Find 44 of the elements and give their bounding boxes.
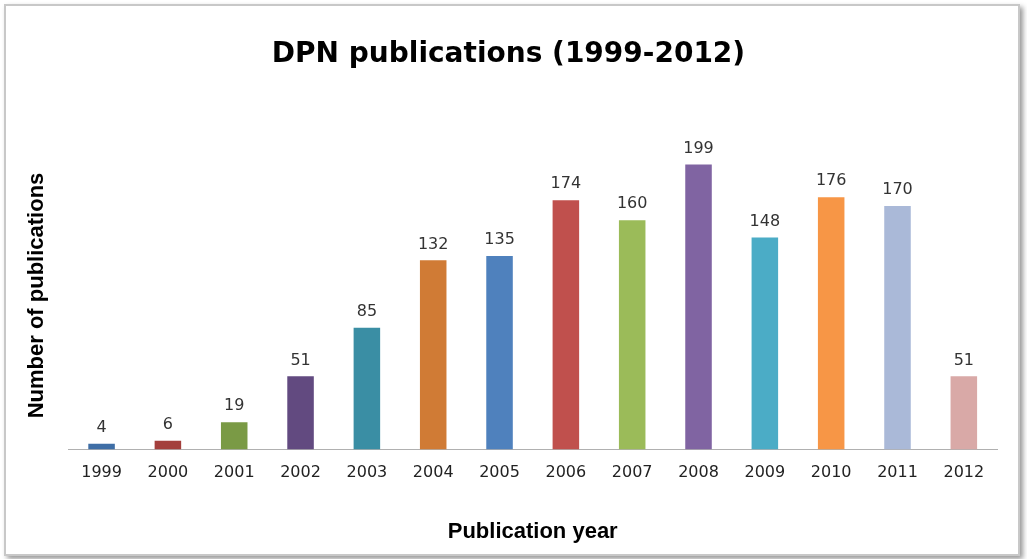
data-label: 51 xyxy=(953,349,975,369)
x-tick-label: 2005 xyxy=(479,462,520,482)
bar xyxy=(751,237,779,450)
x-tick-label: 2002 xyxy=(280,462,321,482)
data-label: 160 xyxy=(616,193,648,213)
data-label: 135 xyxy=(484,229,515,249)
bar xyxy=(154,440,182,450)
x-tick-label: 2009 xyxy=(744,462,786,482)
x-tick-label: 2008 xyxy=(678,462,719,482)
bar xyxy=(817,197,845,450)
bar xyxy=(220,422,248,450)
bar xyxy=(353,327,381,450)
x-tick-label: 1999 xyxy=(81,462,122,482)
x-tick-label: 2006 xyxy=(545,462,587,482)
data-label: 4 xyxy=(96,416,107,436)
x-tick-label: 2004 xyxy=(412,462,454,482)
data-label: 51 xyxy=(290,349,311,369)
bar xyxy=(884,205,911,450)
y-axis-title: Number of publications xyxy=(23,172,49,419)
data-label: 176 xyxy=(815,170,847,190)
bar xyxy=(685,164,712,450)
bar xyxy=(287,376,314,450)
bar xyxy=(618,220,646,450)
x-tick-label: 2007 xyxy=(611,462,653,482)
data-label: 199 xyxy=(683,137,714,157)
data-label: 148 xyxy=(749,210,781,230)
bar xyxy=(552,200,580,450)
bar xyxy=(950,376,978,450)
x-tick-label: 2011 xyxy=(877,462,918,482)
x-tick-label: 2003 xyxy=(346,462,388,482)
data-label: 19 xyxy=(224,395,245,415)
x-tick-label: 2012 xyxy=(943,462,985,482)
x-tick-label: 2001 xyxy=(213,462,255,482)
data-label: 132 xyxy=(417,233,449,253)
x-axis-title: Publication year xyxy=(447,517,619,543)
data-label: 170 xyxy=(882,179,913,199)
data-label: 6 xyxy=(162,413,173,433)
chart-title: DPN publications (1999-2012) xyxy=(271,36,746,70)
data-label: 174 xyxy=(550,173,582,193)
data-label: 85 xyxy=(356,300,378,320)
x-tick-label: 2000 xyxy=(147,462,189,482)
bar xyxy=(419,260,447,450)
x-tick-label: 2010 xyxy=(810,462,852,482)
bar xyxy=(486,256,513,450)
